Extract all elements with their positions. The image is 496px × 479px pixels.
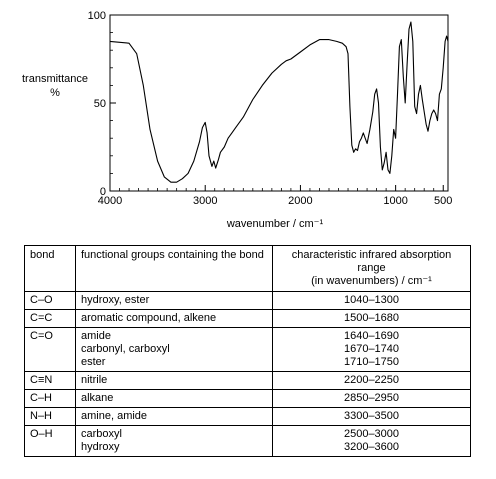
absorption-range: 2200–2250 bbox=[343, 374, 400, 386]
absorption-range: 1640–1690 bbox=[343, 330, 400, 342]
x-tick-label: 2000 bbox=[288, 195, 312, 207]
bond-cell: N–H bbox=[24, 407, 76, 426]
functional-groups-cell: hydroxy, ester bbox=[75, 291, 273, 310]
functional-groups-cell: nitrile bbox=[75, 371, 273, 390]
absorption-range-cell: 1640–1690 1670–1740 1710–1750 bbox=[272, 327, 471, 372]
absorption-range: 2500–3000 bbox=[343, 428, 400, 440]
functional-group: amide bbox=[81, 330, 111, 342]
table-row: C≡N nitrile 2200–2250 bbox=[24, 371, 471, 390]
header-range-line1: characteristic infrared absorption range bbox=[291, 249, 452, 274]
chart-ticks: 4000 3000 2000 1000 500 0 50 100 bbox=[88, 10, 453, 207]
bond-cell: C≡N bbox=[24, 371, 76, 390]
bond-cell: C–H bbox=[24, 389, 76, 408]
table-row: O–H carboxyl hydroxy 2500–3000 3200–3600 bbox=[24, 425, 471, 457]
header-functional-groups: functional groups containing the bond bbox=[75, 245, 273, 292]
table-header-row: bond functional groups containing the bo… bbox=[24, 245, 471, 292]
table-row: C=C aromatic compound, alkene 1500–1680 bbox=[24, 309, 471, 328]
table-body: C–O hydroxy, ester 1040–1300 C=C aromatic co… bbox=[24, 291, 471, 457]
functional-group: aromatic compound, alkene bbox=[81, 312, 217, 324]
y-tick-label: 0 bbox=[100, 186, 106, 198]
absorption-range: 2850–2950 bbox=[343, 392, 400, 404]
absorption-range-cell: 2200–2250 bbox=[272, 371, 471, 390]
absorption-range-cell: 2850–2950 bbox=[272, 389, 471, 408]
header-range-line2: (in wavenumbers) / cm⁻¹ bbox=[311, 275, 432, 287]
bond-cell: C=C bbox=[24, 309, 76, 328]
functional-group: amine, amide bbox=[81, 410, 148, 422]
y-tick-label: 100 bbox=[88, 10, 106, 22]
absorption-range-cell: 3300–3500 bbox=[272, 407, 471, 426]
functional-groups-cell: aromatic compound, alkene bbox=[75, 309, 273, 328]
absorption-range: 1040–1300 bbox=[343, 294, 400, 306]
functional-group: hydroxy bbox=[81, 441, 120, 453]
x-tick-label: 500 bbox=[434, 195, 452, 207]
x-tick-label: 1000 bbox=[383, 195, 407, 207]
header-bond: bond bbox=[24, 245, 76, 292]
functional-group: hydroxy, ester bbox=[81, 294, 150, 306]
table-row: N–H amine, amide 3300–3500 bbox=[24, 407, 471, 426]
y-axis-label: transmittance % bbox=[10, 72, 100, 100]
absorption-range: 3300–3500 bbox=[343, 410, 400, 422]
functional-group: alkane bbox=[81, 392, 114, 404]
absorption-range-cell: 1500–1680 bbox=[272, 309, 471, 328]
table-row: C–H alkane 2850–2950 bbox=[24, 389, 471, 408]
table-row: C–O hydroxy, ester 1040–1300 bbox=[24, 291, 471, 310]
y-axis-label-line1: transmittance bbox=[21, 73, 89, 85]
functional-group: ester bbox=[81, 356, 106, 368]
functional-groups-cell: alkane bbox=[75, 389, 273, 408]
absorption-range: 1670–1740 bbox=[343, 343, 400, 355]
table-row: C=O amide carbonyl, carboxyl ester 1640–1690… bbox=[24, 327, 471, 372]
functional-group: carboxyl bbox=[81, 428, 122, 440]
functional-group: carbonyl, carboxyl bbox=[81, 343, 170, 355]
header-absorption-range: characteristic infrared absorption range… bbox=[272, 245, 471, 292]
functional-group: nitrile bbox=[81, 374, 108, 386]
functional-groups-cell: amide carbonyl, carboxyl ester bbox=[75, 327, 273, 372]
bond-cell: C–O bbox=[24, 291, 76, 310]
y-tick-label: 50 bbox=[94, 98, 106, 110]
infrared-absorption-table: bond functional groups containing the bo… bbox=[24, 245, 471, 457]
functional-groups-cell: amine, amide bbox=[75, 407, 273, 426]
spectrum-line bbox=[109, 21, 449, 183]
y-axis-label-line2: % bbox=[50, 87, 60, 99]
x-tick-label: 3000 bbox=[193, 195, 217, 207]
absorption-range-cell: 2500–3000 3200–3600 bbox=[272, 425, 471, 457]
bond-cell: O–H bbox=[24, 425, 76, 457]
bond-cell: C=O bbox=[24, 327, 76, 372]
functional-groups-cell: carboxyl hydroxy bbox=[75, 425, 273, 457]
x-axis-label: wavenumber / cm⁻¹ bbox=[226, 218, 324, 230]
absorption-range: 3200–3600 bbox=[343, 441, 400, 453]
x-tick-label: 4000 bbox=[98, 195, 122, 207]
absorption-range: 1500–1680 bbox=[343, 312, 400, 324]
ir-spectrum-chart: 4000 3000 2000 1000 500 0 50 100 bbox=[88, 10, 453, 207]
absorption-range: 1710–1750 bbox=[343, 356, 400, 368]
absorption-range-cell: 1040–1300 bbox=[272, 291, 471, 310]
